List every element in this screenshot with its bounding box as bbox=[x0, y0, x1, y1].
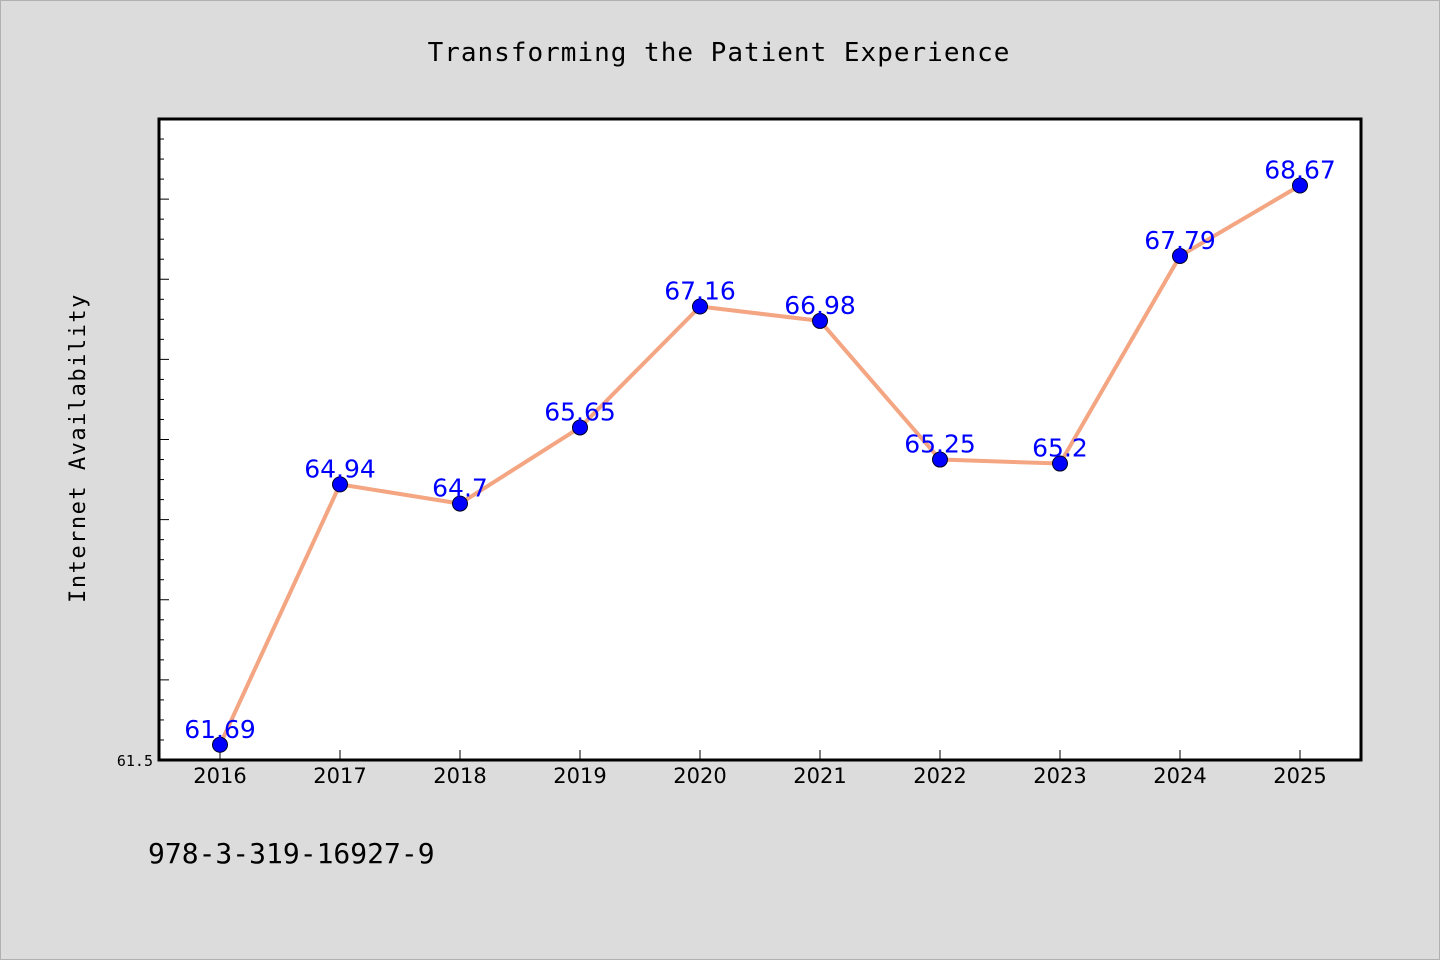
data-point bbox=[692, 298, 708, 315]
data-point bbox=[452, 495, 468, 512]
x-tick-label: 2016 bbox=[193, 764, 246, 788]
data-point bbox=[212, 736, 228, 753]
data-point bbox=[332, 476, 348, 493]
x-tick-label: 2025 bbox=[1273, 764, 1326, 788]
x-tick-label: 2024 bbox=[1153, 764, 1206, 788]
data-point bbox=[1292, 177, 1308, 194]
data-point bbox=[572, 419, 588, 436]
data-label: 66.98 bbox=[784, 291, 856, 320]
isbn-footer: 978-3-319-16927-9 bbox=[148, 837, 435, 870]
series-line bbox=[218, 183, 1302, 747]
y-axis-label: Internet Availability bbox=[66, 293, 91, 603]
data-label: 65.65 bbox=[544, 397, 616, 426]
data-point bbox=[812, 312, 828, 329]
x-tick-label: 2023 bbox=[1033, 764, 1086, 788]
data-label: 65.25 bbox=[904, 430, 976, 459]
data-label: 67.79 bbox=[1144, 226, 1216, 255]
data-label: 64.94 bbox=[304, 454, 376, 483]
data-label: 64.7 bbox=[432, 474, 488, 503]
data-point bbox=[1172, 248, 1188, 265]
data-label: 61.69 bbox=[184, 715, 256, 744]
x-tick-label: 2021 bbox=[793, 764, 846, 788]
x-axis-ticks: 2016 2017 2018 2019 2020 2021 2022 2023 2024 2025 bbox=[193, 750, 1327, 788]
plot-border bbox=[157, 117, 1363, 762]
chart-title: Transforming the Patient Experience bbox=[428, 38, 1011, 68]
data-point bbox=[932, 451, 948, 468]
x-tick-label: 2019 bbox=[553, 764, 606, 788]
data-label: 68.67 bbox=[1264, 156, 1336, 185]
data-label: 65.2 bbox=[1032, 434, 1088, 463]
x-tick-label: 2018 bbox=[433, 764, 486, 788]
plot-area bbox=[159, 119, 1361, 760]
x-tick-label: 2017 bbox=[313, 764, 366, 788]
x-tick-label: 2022 bbox=[913, 764, 966, 788]
y-tick-label: 61.5 bbox=[117, 752, 153, 770]
data-point bbox=[1052, 455, 1068, 472]
series-group: 61.69 64.94 64.7 65.65 67.16 66.98 65.25 65.2 67… bbox=[184, 156, 1336, 753]
x-tick-label: 2020 bbox=[673, 764, 726, 788]
data-label: 67.16 bbox=[664, 276, 736, 305]
